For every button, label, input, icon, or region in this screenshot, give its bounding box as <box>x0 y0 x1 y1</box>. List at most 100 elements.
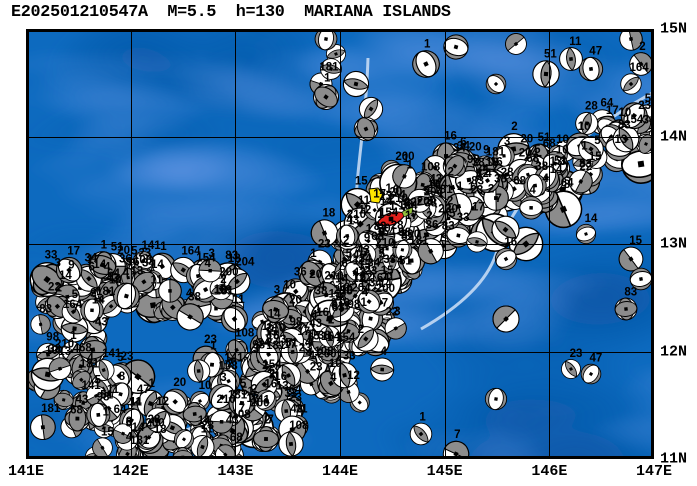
svg-text:68: 68 <box>371 231 384 243</box>
svg-text:43: 43 <box>290 404 303 416</box>
svg-text:38: 38 <box>188 292 201 304</box>
svg-text:5: 5 <box>72 289 79 301</box>
svg-text:2: 2 <box>639 41 645 53</box>
svg-text:83: 83 <box>579 158 592 170</box>
svg-text:16: 16 <box>127 257 140 269</box>
svg-text:154: 154 <box>624 114 644 126</box>
svg-text:4: 4 <box>330 372 337 384</box>
svg-text:14: 14 <box>268 308 281 320</box>
svg-text:1: 1 <box>70 330 77 342</box>
svg-text:68: 68 <box>526 153 539 165</box>
svg-text:1: 1 <box>210 340 217 352</box>
svg-text:18: 18 <box>486 157 499 169</box>
svg-text:12: 12 <box>156 396 169 408</box>
svg-text:98: 98 <box>46 332 59 344</box>
svg-text:11: 11 <box>358 195 371 207</box>
svg-text:14: 14 <box>132 422 145 434</box>
svg-text:4: 4 <box>123 267 130 279</box>
svg-text:9: 9 <box>68 260 74 272</box>
svg-text:17: 17 <box>67 245 80 257</box>
svg-text:204: 204 <box>424 187 444 199</box>
svg-text:68: 68 <box>70 405 83 417</box>
svg-text:51: 51 <box>399 256 412 268</box>
svg-text:68: 68 <box>513 176 526 188</box>
svg-text:15: 15 <box>355 176 368 188</box>
svg-text:43: 43 <box>346 215 359 227</box>
svg-text:28: 28 <box>585 101 598 113</box>
svg-text:3: 3 <box>504 136 510 148</box>
svg-text:68: 68 <box>230 432 243 444</box>
svg-text:47: 47 <box>590 353 603 365</box>
svg-text:2: 2 <box>359 254 365 266</box>
svg-text:10: 10 <box>556 145 569 157</box>
svg-text:204: 204 <box>351 283 371 295</box>
svg-text:43: 43 <box>95 317 108 329</box>
svg-text:2: 2 <box>358 324 364 336</box>
svg-text:2: 2 <box>90 287 96 299</box>
svg-text:10: 10 <box>199 380 212 392</box>
svg-text:6: 6 <box>342 258 348 270</box>
svg-text:108: 108 <box>289 420 309 432</box>
svg-text:108: 108 <box>421 162 441 174</box>
svg-text:3: 3 <box>394 306 400 318</box>
svg-text:38: 38 <box>494 174 507 186</box>
svg-text:17: 17 <box>87 254 100 266</box>
svg-text:51: 51 <box>544 49 557 61</box>
svg-text:181: 181 <box>214 286 234 298</box>
svg-text:1: 1 <box>324 72 331 84</box>
svg-text:23: 23 <box>570 348 583 360</box>
svg-text:43: 43 <box>309 318 322 330</box>
svg-text:33: 33 <box>457 212 470 224</box>
svg-text:15: 15 <box>101 427 114 439</box>
svg-text:200: 200 <box>146 417 165 429</box>
svg-text:64: 64 <box>107 268 120 280</box>
svg-text:83: 83 <box>624 286 637 298</box>
svg-text:98: 98 <box>340 286 353 298</box>
svg-text:11: 11 <box>201 424 214 436</box>
svg-text:200: 200 <box>250 397 269 409</box>
svg-text:3: 3 <box>220 372 226 384</box>
svg-text:4: 4 <box>529 185 536 197</box>
svg-text:33: 33 <box>45 250 58 262</box>
svg-text:1: 1 <box>581 141 588 153</box>
svg-text:2: 2 <box>251 384 257 396</box>
svg-text:14: 14 <box>585 213 598 225</box>
svg-text:47: 47 <box>589 45 602 57</box>
svg-text:1: 1 <box>149 378 156 390</box>
svg-text:1: 1 <box>403 153 410 165</box>
svg-text:17: 17 <box>373 189 386 201</box>
svg-text:4: 4 <box>485 168 492 180</box>
svg-text:15: 15 <box>629 235 642 247</box>
svg-text:1: 1 <box>419 412 426 424</box>
svg-text:9: 9 <box>364 233 370 245</box>
svg-text:1: 1 <box>103 407 110 419</box>
svg-text:7: 7 <box>495 193 501 205</box>
svg-text:3: 3 <box>274 284 280 296</box>
svg-text:10: 10 <box>283 279 296 291</box>
svg-text:7: 7 <box>73 303 79 315</box>
svg-text:181: 181 <box>41 403 61 415</box>
svg-text:2: 2 <box>56 282 62 294</box>
svg-text:16: 16 <box>353 272 366 284</box>
svg-text:18: 18 <box>323 208 336 220</box>
svg-text:1: 1 <box>101 239 108 251</box>
svg-text:64: 64 <box>114 404 127 416</box>
svg-text:34: 34 <box>142 258 155 270</box>
svg-text:36: 36 <box>426 219 439 231</box>
svg-text:154: 154 <box>262 359 282 371</box>
svg-text:12: 12 <box>347 370 360 382</box>
svg-text:34: 34 <box>367 257 380 269</box>
svg-text:181: 181 <box>228 389 248 401</box>
svg-text:14: 14 <box>379 278 392 290</box>
svg-text:68: 68 <box>79 342 92 354</box>
svg-text:204: 204 <box>235 257 255 269</box>
svg-text:23: 23 <box>638 100 651 112</box>
svg-text:34: 34 <box>643 115 654 127</box>
svg-text:16: 16 <box>504 237 517 249</box>
svg-text:20: 20 <box>520 134 533 146</box>
svg-text:2: 2 <box>511 121 517 133</box>
svg-text:2: 2 <box>448 167 454 179</box>
svg-text:2: 2 <box>227 358 233 370</box>
svg-text:2: 2 <box>447 195 453 207</box>
svg-text:4: 4 <box>306 348 313 360</box>
